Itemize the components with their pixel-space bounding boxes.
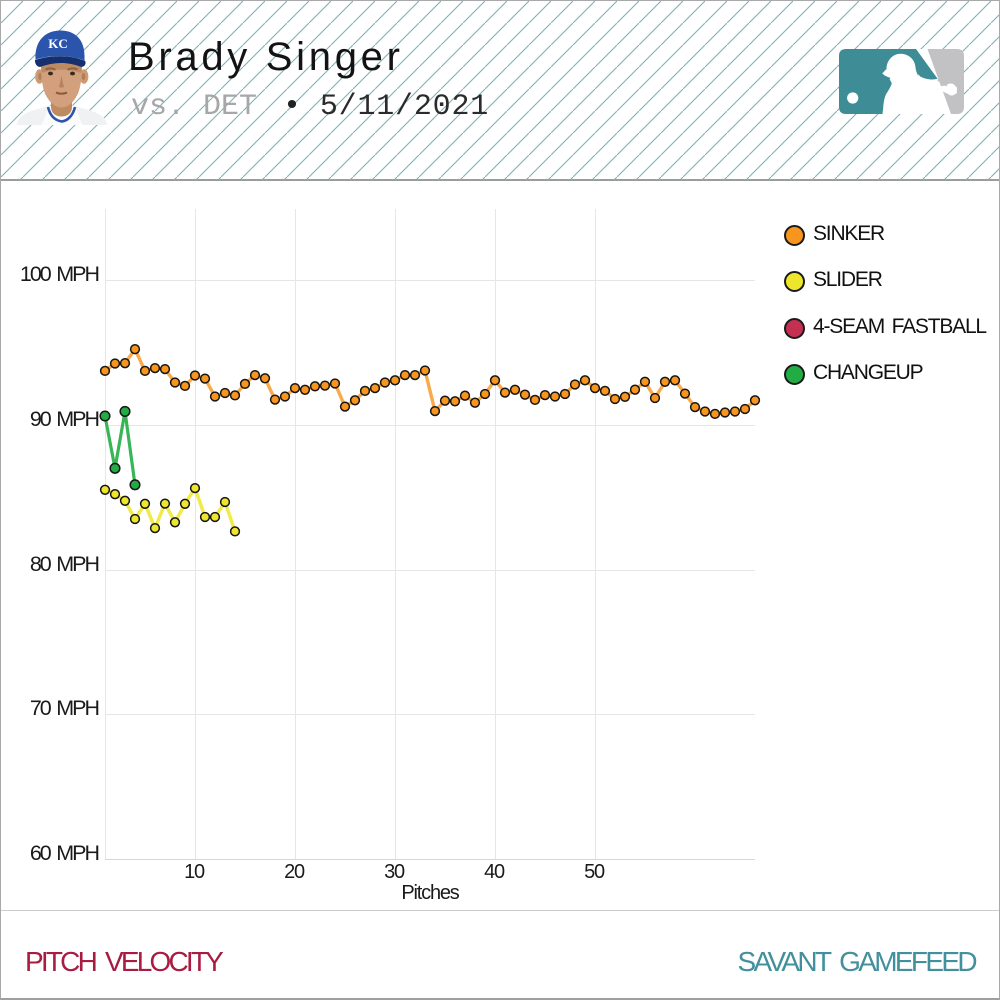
- svg-text:90 MPH: 90 MPH: [30, 407, 99, 431]
- svg-text:100 MPH: 100 MPH: [20, 262, 99, 286]
- svg-text:80 MPH: 80 MPH: [30, 552, 99, 576]
- svg-text:40: 40: [484, 861, 505, 883]
- svg-text:30: 30: [384, 861, 405, 883]
- svg-text:10: 10: [184, 861, 205, 883]
- svg-text:70 MPH: 70 MPH: [30, 696, 99, 720]
- svg-text:20: 20: [284, 861, 305, 883]
- svg-text:KC: KC: [48, 36, 68, 51]
- svg-text:60 MPH: 60 MPH: [30, 841, 99, 865]
- svg-text:Pitches: Pitches: [401, 882, 459, 904]
- svg-text:50: 50: [584, 861, 605, 883]
